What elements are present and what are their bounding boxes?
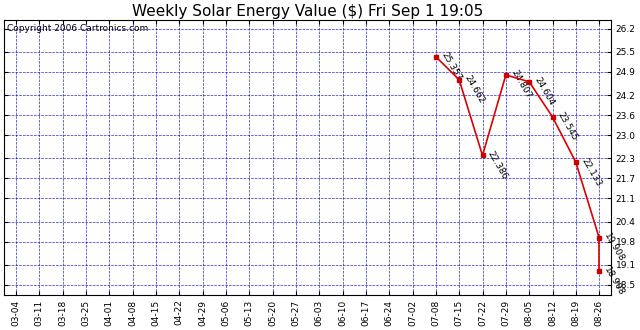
Text: 25.357: 25.357 — [439, 50, 463, 82]
Text: 24.807: 24.807 — [509, 69, 533, 101]
Text: 18.908: 18.908 — [603, 265, 627, 297]
Text: Copyright 2006 Cartronics.com: Copyright 2006 Cartronics.com — [7, 24, 148, 33]
Text: 24.662: 24.662 — [463, 74, 486, 105]
Text: 24.604: 24.604 — [532, 76, 556, 107]
Title: Weekly Solar Energy Value ($) Fri Sep 1 19:05: Weekly Solar Energy Value ($) Fri Sep 1 … — [132, 4, 483, 19]
Text: 23.545: 23.545 — [556, 111, 579, 143]
Text: 22.386: 22.386 — [486, 149, 509, 181]
Text: 19.908: 19.908 — [603, 232, 627, 264]
Text: 22.133: 22.133 — [579, 156, 603, 188]
